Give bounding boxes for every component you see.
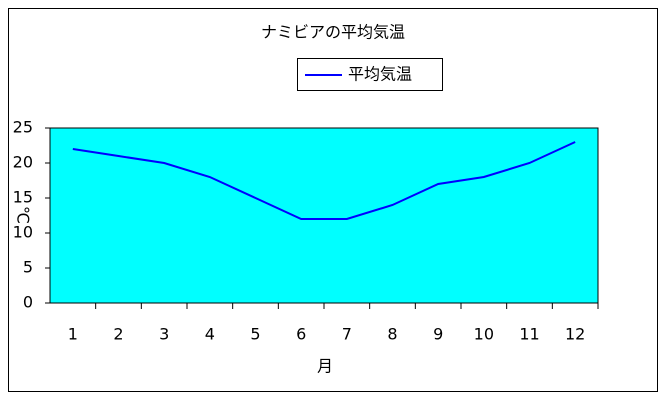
y-tick-label: 5 <box>23 258 33 277</box>
x-tick-label: 4 <box>205 325 215 344</box>
x-axis-label: 月 <box>317 357 333 376</box>
x-tick-label: 1 <box>68 325 78 344</box>
y-tick-label: 25 <box>13 118 33 137</box>
y-tick-label: 10 <box>13 223 33 242</box>
x-tick-label: 11 <box>519 325 539 344</box>
line-series <box>72 141 576 220</box>
x-tick-label: 2 <box>113 325 123 344</box>
chart-title: ナミビアの平均気温 <box>261 23 405 42</box>
y-tick-label: 15 <box>13 188 33 207</box>
legend-label: 平均気温 <box>348 65 412 84</box>
x-tick-label: 12 <box>565 325 585 344</box>
x-tick-label: 8 <box>387 325 397 344</box>
x-tick-label: 6 <box>296 325 306 344</box>
y-tick-label: 0 <box>23 293 33 312</box>
plot-area <box>49 127 599 304</box>
x-tick-label: 5 <box>250 325 260 344</box>
y-tick-label: 20 <box>13 153 33 172</box>
x-tick-label: 3 <box>159 325 169 344</box>
y-axis-label: ℃ <box>14 206 33 224</box>
x-tick-label: 9 <box>433 325 443 344</box>
x-tick-label: 10 <box>474 325 494 344</box>
x-tick-label: 7 <box>342 325 352 344</box>
